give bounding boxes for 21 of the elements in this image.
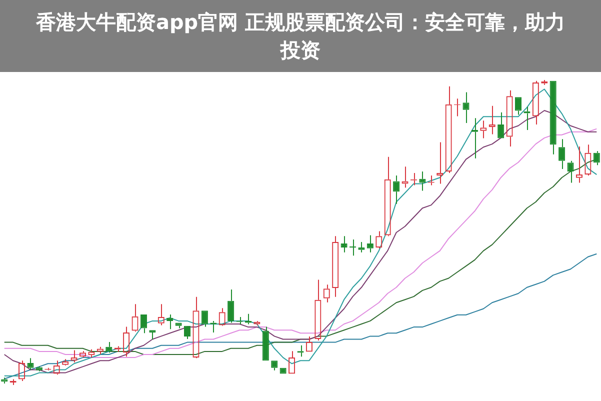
candlestick	[498, 112, 504, 138]
candlestick	[358, 241, 365, 253]
candlestick	[140, 314, 147, 334]
candlestick	[462, 92, 470, 124]
chart-title: 香港大牛配资app官网 正规股票配资公司：安全可靠，助力投资	[0, 0, 601, 72]
candlestick	[149, 330, 156, 340]
candlestick	[271, 360, 278, 371]
candlestick	[349, 239, 356, 256]
candlestick	[166, 314, 174, 330]
candlestick	[1, 377, 8, 384]
candlestick	[366, 234, 374, 253]
candlestick	[340, 236, 348, 253]
candlestick	[175, 322, 182, 329]
candlestick	[27, 358, 34, 370]
candlestick	[514, 97, 522, 116]
candlestick	[36, 366, 42, 372]
candlestick	[228, 289, 234, 324]
candlestick	[558, 138, 566, 170]
candlestick	[419, 171, 426, 192]
candlestick	[262, 326, 269, 361]
candlestick	[10, 378, 16, 386]
